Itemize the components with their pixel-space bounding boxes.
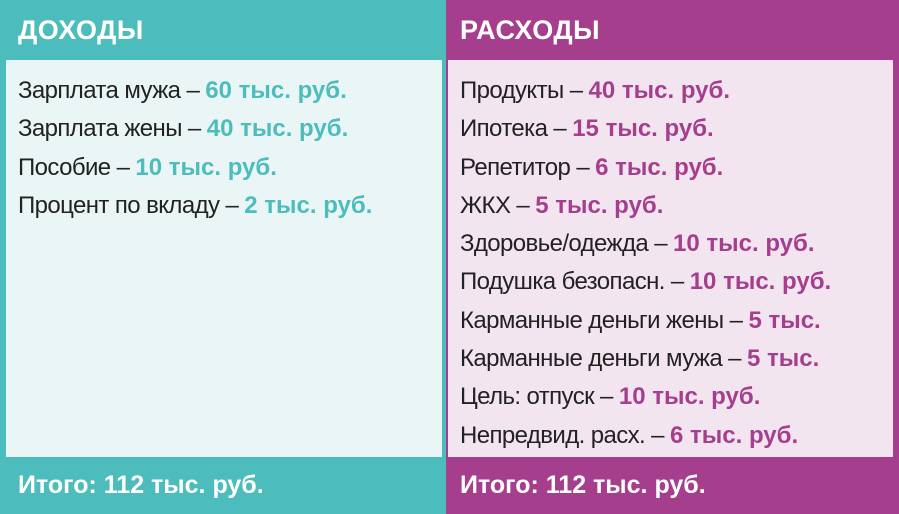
- expense-column: РАСХОДЫ Продукты – 40 тыс. руб. Ипотека –…: [446, 0, 899, 514]
- item-value: 5 тыс.: [746, 345, 820, 373]
- item-label: Зарплата жены –: [18, 115, 207, 143]
- expense-item: Цель: отпуск – 10 тыс. руб.: [448, 378, 893, 416]
- item-label: Ипотека –: [460, 115, 573, 143]
- income-item: Процент по вкладу – 2 тыс. руб.: [6, 187, 442, 225]
- expense-list: Продукты – 40 тыс. руб. Ипотека – 15 тыс.…: [448, 60, 893, 457]
- item-value: 40 тыс. руб.: [206, 115, 349, 143]
- income-column: ДОХОДЫ Зарплата мужа – 60 тыс. руб. Зарпл…: [0, 0, 446, 514]
- expense-item: ЖКХ – 5 тыс. руб.: [448, 187, 893, 225]
- expense-item: Ипотека – 15 тыс. руб.: [448, 110, 893, 148]
- expense-item: Карманные деньги мужа – 5 тыс.: [448, 340, 893, 378]
- expense-item: Непредвид. расх. – 6 тыс. руб.: [448, 417, 893, 455]
- expense-item: Карманные деньги жены – 5 тыс.: [448, 302, 893, 340]
- item-value: 15 тыс. руб.: [572, 115, 714, 143]
- item-value: 5 тыс. руб.: [535, 191, 664, 219]
- income-item: Зарплата мужа – 60 тыс. руб.: [6, 72, 442, 110]
- item-value: 2 тыс. руб.: [244, 191, 373, 219]
- item-value: 40 тыс. руб.: [588, 77, 731, 104]
- expense-title: РАСХОДЫ: [460, 14, 601, 45]
- item-label: Карманные деньги жены –: [460, 306, 749, 334]
- item-label: Процент по вкладу –: [18, 191, 245, 219]
- expense-item: Здоровье/одежда – 10 тыс. руб.: [448, 225, 893, 263]
- expense-item: Продукты – 40 тыс. руб.: [448, 72, 893, 110]
- item-label: Репетитор –: [460, 153, 596, 181]
- item-label: Здоровье/одежда –: [460, 230, 674, 258]
- item-label: Подушка безопасн. –: [460, 268, 690, 296]
- item-value: 5 тыс.: [748, 306, 821, 334]
- income-total: Итого: 112 тыс. руб.: [18, 471, 264, 499]
- expense-total: Итого: 112 тыс. руб.: [460, 471, 706, 499]
- expense-item: Подушка безопасн. – 10 тыс. руб.: [448, 263, 893, 301]
- item-value: 10 тыс. руб.: [673, 230, 815, 258]
- item-label: Непредвид. расх. –: [460, 421, 670, 449]
- item-value: 6 тыс. руб.: [595, 153, 724, 181]
- item-label: Карманные деньги мужа –: [460, 345, 747, 373]
- item-value: 10 тыс. руб.: [689, 268, 832, 296]
- item-label: Зарплата мужа –: [18, 77, 206, 104]
- item-value: 60 тыс. руб.: [205, 77, 347, 104]
- expense-item: Репетитор – 6 тыс. руб.: [448, 149, 893, 187]
- item-label: Пособие –: [18, 153, 136, 181]
- income-item: Зарплата жены – 40 тыс. руб.: [6, 110, 442, 148]
- income-title: ДОХОДЫ: [18, 14, 144, 45]
- income-list: Зарплата мужа – 60 тыс. руб. Зарплата жен…: [6, 60, 442, 457]
- item-value: 10 тыс. руб.: [135, 153, 277, 181]
- item-value: 6 тыс. руб.: [670, 421, 799, 449]
- item-label: Продукты –: [460, 77, 589, 104]
- income-item: Пособие – 10 тыс. руб.: [6, 149, 442, 187]
- item-label: Цель: отпуск –: [460, 383, 619, 411]
- item-value: 10 тыс. руб.: [618, 383, 761, 411]
- item-label: ЖКХ –: [460, 191, 536, 219]
